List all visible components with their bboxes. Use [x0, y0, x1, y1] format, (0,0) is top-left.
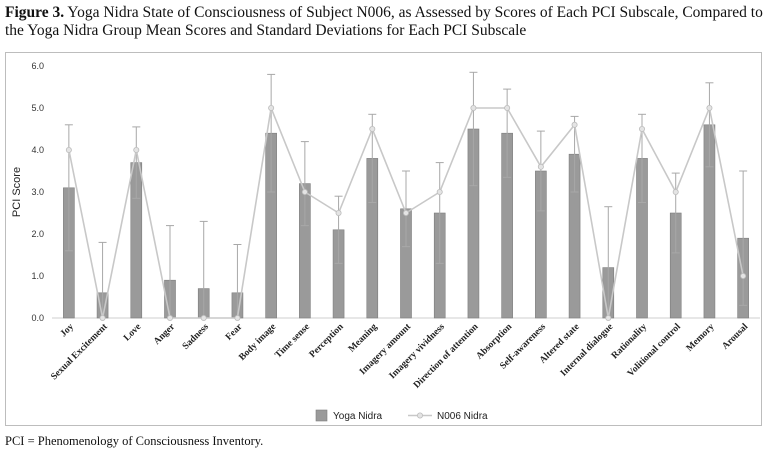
data-point: [335, 209, 342, 216]
y-tick-label: 0.0: [31, 313, 44, 323]
x-tick-label: Perception: [308, 322, 346, 360]
x-tick-label: Memory: [685, 322, 717, 354]
data-point: [571, 121, 578, 128]
y-tick-label: 6.0: [31, 61, 44, 71]
data-point: [504, 105, 511, 112]
x-tick-label: Anger: [152, 321, 178, 347]
data-point: [65, 146, 72, 153]
y-axis-title: PCI Score: [11, 167, 23, 217]
data-point: [605, 314, 612, 321]
x-tick-label: Direction of attention: [412, 322, 481, 391]
x-tick-label: Arousal: [721, 322, 751, 352]
data-point: [639, 126, 646, 133]
footnote: PCI = Phenomenology of Consciousness Inv…: [5, 434, 264, 448]
data-point: [470, 105, 477, 112]
data-point: [706, 105, 713, 112]
x-tick-label: Sadness: [181, 322, 211, 352]
chart-frame: [5, 52, 762, 426]
y-tick-label: 4.0: [31, 145, 44, 155]
x-tick-label: Sexual Excitement: [49, 321, 110, 382]
figure-caption: Figure 3. Yoga Nidra State of Consciousn…: [5, 4, 763, 40]
y-tick-label: 5.0: [31, 103, 44, 113]
data-point: [369, 126, 376, 133]
x-tick-label: Meaning: [347, 322, 380, 355]
figure-label: Figure 3.: [5, 4, 65, 21]
x-tick-label: Fear: [224, 322, 245, 343]
data-point: [402, 209, 409, 216]
data-point: [301, 188, 308, 195]
data-point: [268, 105, 275, 112]
legend-label: Yoga Nidra: [333, 411, 383, 422]
y-tick-label: 3.0: [31, 187, 44, 197]
data-point: [740, 272, 747, 279]
data-point: [99, 314, 106, 321]
caption-text: Yoga Nidra State of Consciousness of Sub…: [5, 4, 763, 39]
legend-swatch-bar: [315, 409, 328, 422]
y-tick-label: 2.0: [31, 229, 44, 239]
data-point: [436, 188, 443, 195]
x-tick-label: Time sense: [273, 322, 311, 360]
x-tick-label: Love: [122, 322, 143, 343]
legend-label: N006 Nidra: [437, 411, 488, 422]
data-point: [672, 188, 679, 195]
data-point: [537, 163, 544, 170]
data-point: [166, 314, 173, 321]
legend-marker: [416, 412, 423, 419]
x-tick-label: Joy: [59, 322, 76, 339]
y-tick-label: 1.0: [31, 271, 44, 281]
data-point: [200, 314, 207, 321]
data-point: [234, 314, 241, 321]
data-point: [133, 146, 140, 153]
